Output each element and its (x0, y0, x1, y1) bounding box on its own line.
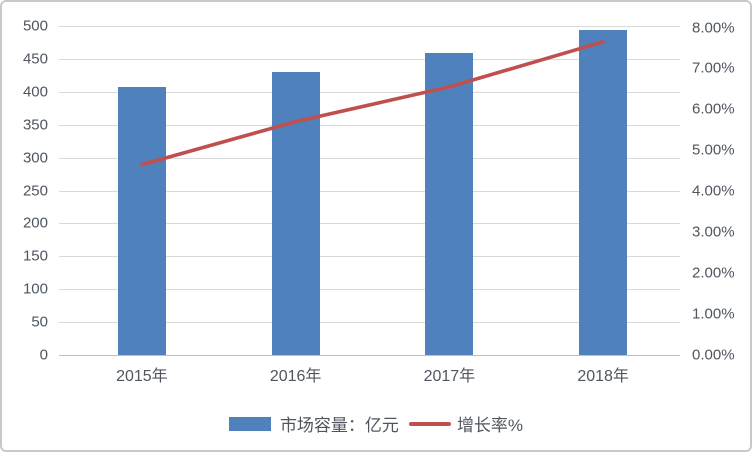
left-axis-tick-label: 300 (22, 149, 48, 167)
gridline (59, 289, 680, 290)
left-axis-tick-label: 250 (22, 182, 48, 199)
x-axis-tick-label: 2015年 (116, 368, 168, 385)
left-axis-tick-label: 200 (22, 214, 48, 232)
gridline (59, 26, 680, 27)
gridline (59, 256, 680, 257)
bar-2016年 (271, 72, 320, 355)
left-axis-tick-label: 400 (22, 83, 48, 101)
bar-2017年 (425, 52, 474, 355)
bar-2015年 (117, 87, 166, 355)
right-axis-tick-label: 8.00% (692, 19, 735, 36)
gridline (59, 223, 680, 224)
bar-2018年 (579, 29, 628, 355)
right-axis-tick-label: 1.00% (692, 305, 735, 323)
right-axis-tick-label: 3.00% (692, 223, 735, 241)
x-axis-tick-label: 2017年 (423, 368, 476, 385)
x-axis-tick-label: 2018年 (577, 368, 629, 385)
gridline (59, 191, 680, 192)
right-axis-tick-label: 2.00% (692, 264, 735, 282)
left-axis-tick-label: 450 (22, 50, 48, 68)
legend-line-label: 增长率% (456, 416, 524, 435)
legend-bar-label: 市场容量：亿元 (279, 416, 399, 435)
left-axis-tick-label: 0 (39, 346, 48, 364)
left-axis-tick-label: 150 (22, 247, 48, 265)
right-axis-tick-label: 4.00% (692, 182, 735, 200)
gridline (59, 322, 680, 323)
legend: 市场容量：亿元 增长率% (2, 411, 750, 436)
left-axis-tick-label: 350 (22, 116, 48, 134)
legend-line-swatch-icon (408, 421, 451, 426)
left-axis-tick-label: 50 (31, 313, 48, 331)
right-axis-tick-label: 5.00% (692, 141, 735, 159)
legend-bar-swatch-icon (228, 416, 271, 431)
right-axis-tick-label: 7.00% (692, 59, 735, 77)
right-axis-tick-label: 6.00% (692, 100, 735, 118)
left-axis-tick-label: 500 (22, 17, 48, 35)
x-axis-line (59, 355, 680, 356)
left-axis-tick-label: 100 (22, 280, 48, 298)
x-axis-tick-label: 2016年 (269, 368, 322, 385)
right-axis-tick-label: 0.00% (692, 346, 735, 364)
growth-rate-line (140, 40, 605, 167)
